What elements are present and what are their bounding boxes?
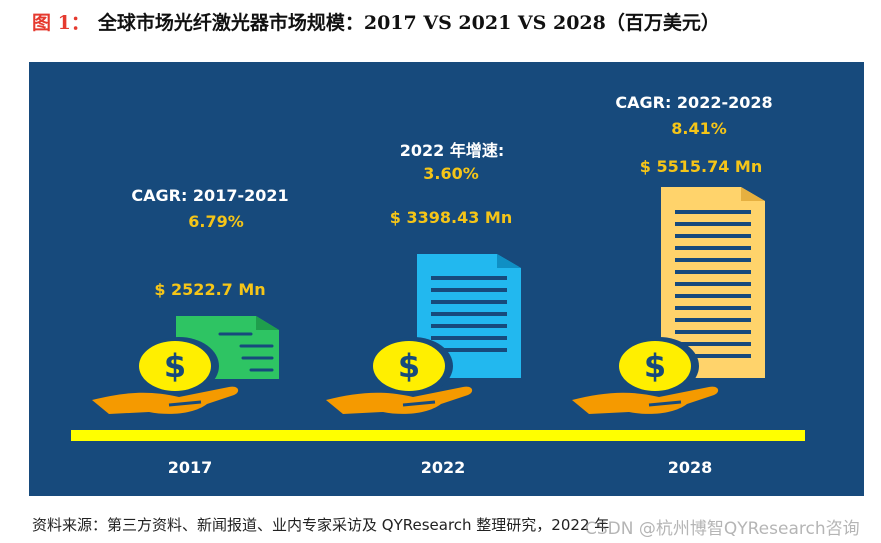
figure-number: 图 1： bbox=[32, 12, 90, 34]
watermark: CSDN @杭州博智QYResearch咨询 bbox=[585, 519, 860, 539]
heading-2022: 2022 年增速: bbox=[399, 141, 505, 160]
infographic-panel: $ $ $ CAGR: 2017-2021 6.79% $ 2522.7 Mn … bbox=[29, 62, 864, 496]
value-2022: $ 3398.43 Mn bbox=[389, 208, 513, 227]
document-icon-2028 bbox=[661, 187, 765, 378]
figure-title-text: 全球市场光纤激光器市场规模：2017 VS 2021 VS 2028（百万美元） bbox=[97, 12, 720, 34]
svg-text:$: $ bbox=[644, 347, 666, 385]
rate-2022: 3.60% bbox=[423, 164, 479, 183]
figure-title: 图 1： 全球市场光纤激光器市场规模：2017 VS 2021 VS 2028（百… bbox=[32, 8, 720, 35]
illustrations: $ $ $ bbox=[92, 187, 765, 414]
year-2017: 2017 bbox=[167, 458, 213, 477]
svg-text:$: $ bbox=[164, 347, 186, 385]
svg-text:$: $ bbox=[398, 347, 420, 385]
heading-2028: CAGR: 2022-2028 bbox=[615, 93, 773, 112]
value-2017: $ 2522.7 Mn bbox=[154, 280, 266, 299]
rate-2028: 8.41% bbox=[671, 119, 727, 138]
coin-hand-2017: $ bbox=[92, 337, 239, 414]
rate-2017: 6.79% bbox=[188, 212, 244, 231]
value-2028: $ 5515.74 Mn bbox=[639, 157, 763, 176]
coin-hand-2022: $ bbox=[326, 337, 473, 414]
year-2022: 2022 bbox=[420, 458, 466, 477]
timeline-bar bbox=[71, 430, 805, 441]
coin-hand-2028: $ bbox=[572, 337, 719, 414]
heading-2017: CAGR: 2017-2021 bbox=[131, 186, 289, 205]
year-2028: 2028 bbox=[667, 458, 713, 477]
source-note: 资料来源：第三方资料、新闻报道、业内专家采访及 QYResearch 整理研究，… bbox=[32, 516, 610, 534]
